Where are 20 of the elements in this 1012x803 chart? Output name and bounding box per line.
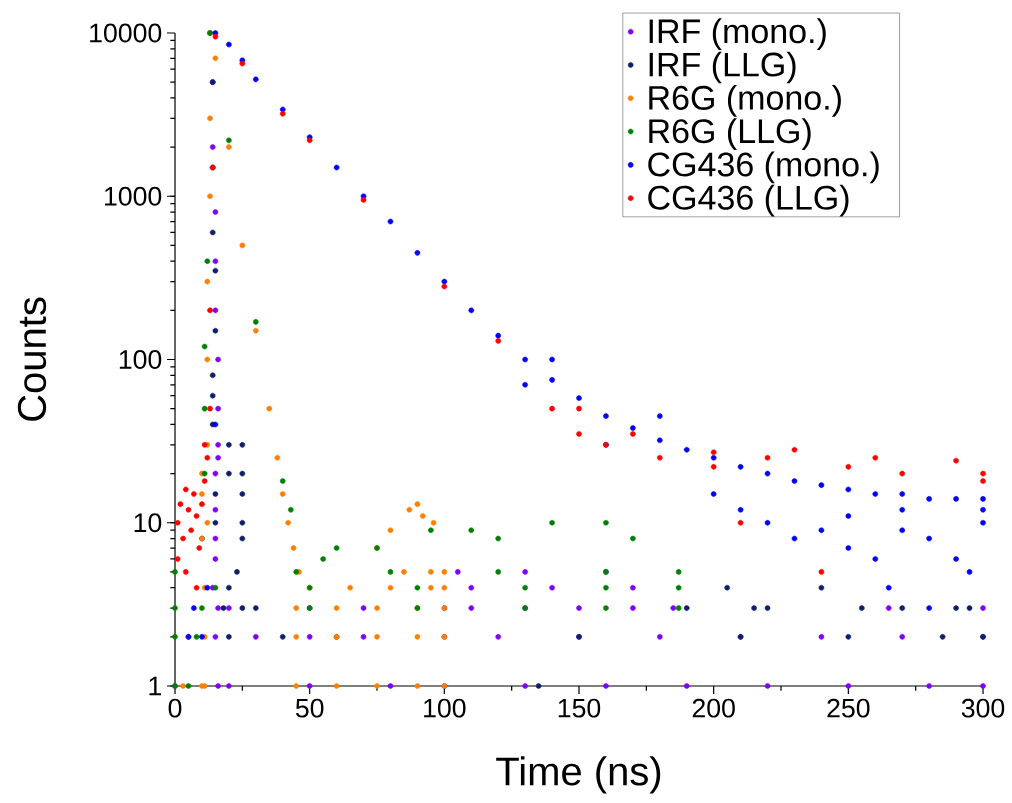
y-axis-title: Counts	[17, 297, 47, 421]
y-tick-label: 100	[119, 350, 162, 369]
x-tick-label: 200	[692, 698, 735, 718]
y-tick-label: 10000	[90, 23, 162, 43]
x-tick-label: 50	[295, 698, 324, 718]
y-tick-label: 10	[134, 513, 162, 533]
x-tick-label: 150	[558, 698, 601, 718]
legend-label: CG436 (LLG)	[648, 184, 849, 217]
legend-label: IRF (mono.)	[649, 18, 826, 51]
x-tick-label: 300	[961, 698, 1005, 718]
legend-label: CG436 (mono.)	[648, 151, 879, 184]
x-tick-label: 0	[168, 698, 182, 718]
x-tick-label: 250	[827, 698, 870, 718]
legend-label: R6G (mono.)	[649, 84, 841, 117]
legend-label: IRF (LLG)	[649, 51, 796, 84]
legend-label: R6G (LLG)	[649, 118, 811, 150]
y-tick-label: 1000	[105, 186, 162, 206]
y-tick-label: 1	[149, 676, 161, 696]
x-axis-title: Time (ns)	[496, 756, 661, 794]
x-tick-label: 100	[424, 698, 466, 718]
